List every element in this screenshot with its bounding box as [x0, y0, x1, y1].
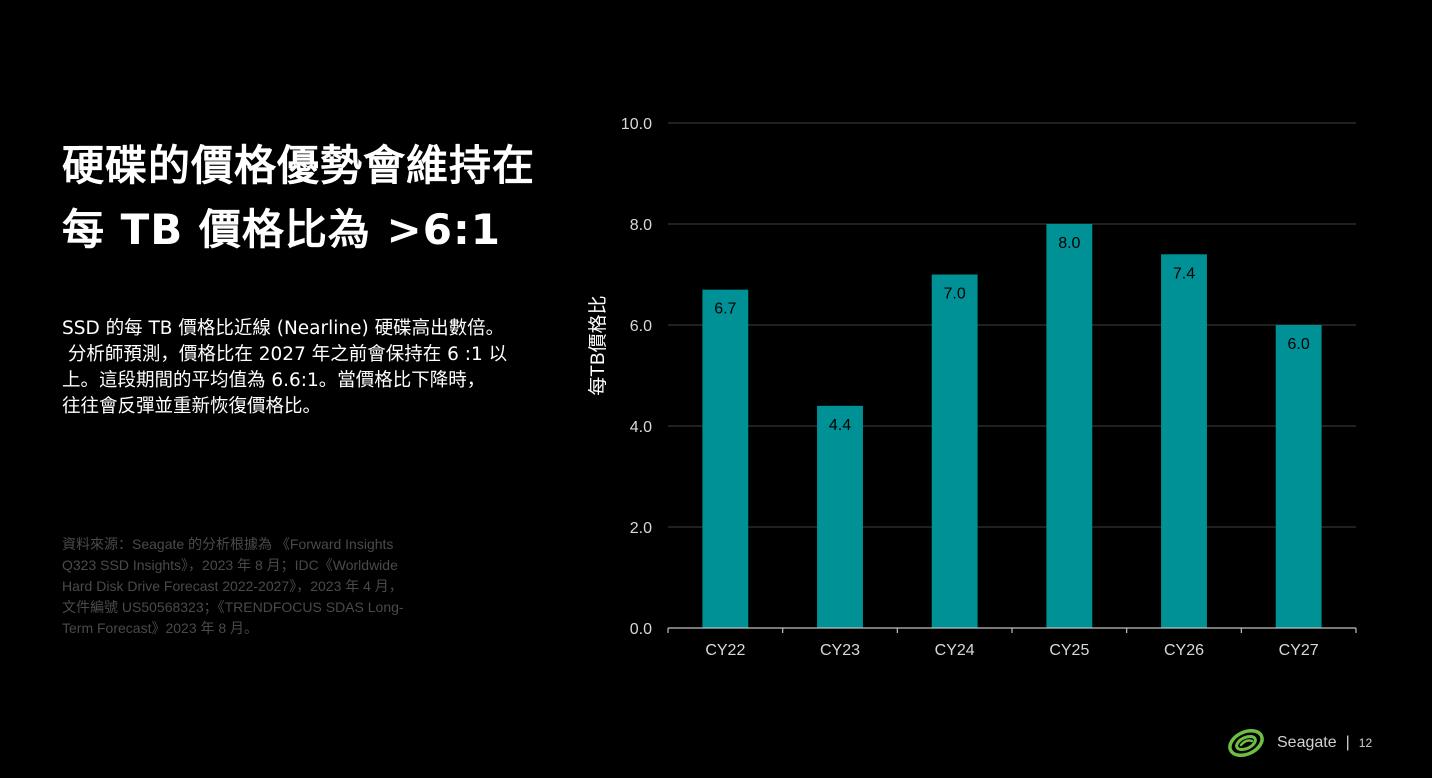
gridlines: [668, 122, 1356, 528]
page-number: 12: [1358, 736, 1373, 750]
x-tick-label: CY27: [1279, 642, 1319, 659]
y-tick-label: 4.0: [630, 419, 652, 436]
footer: Seagate | 12: [1226, 726, 1372, 760]
slide-title: 硬碟的價格優勢會維持在 每 TB 價格比為 >6:1: [62, 134, 582, 262]
body-line: 往往會反彈並重新恢復價格比。: [62, 396, 322, 417]
body-line: 分析師預測，價格比在 2027 年之前會保持在 6 :1 以: [62, 344, 508, 365]
x-tick-label: CY24: [935, 642, 975, 659]
labels: 0.0 2.0 4.0 6.0 8.0 10.0 6.7 CY22 4.4 CY23 7.0 CY24…: [587, 116, 1319, 659]
axes: [667, 627, 1357, 633]
y-axis-title: 每TB價格比: [587, 295, 609, 395]
bar: [702, 289, 749, 628]
source-note: 資料來源：Seagate 的分析根據為 《Forward Insights Q3…: [62, 534, 462, 639]
title-line-1: 硬碟的價格優勢會維持在: [62, 141, 536, 190]
data-label: 6.0: [1288, 336, 1310, 353]
source-line: Term Forecast》2023 年 8 月。: [62, 620, 259, 636]
bar: [1275, 325, 1322, 628]
data-label: 7.0: [944, 286, 966, 303]
data-label: 7.4: [1173, 265, 1195, 282]
y-tick-label: 8.0: [630, 217, 652, 234]
data-label: 4.4: [829, 417, 851, 434]
bar: [1046, 224, 1093, 628]
x-tick-label: CY26: [1164, 642, 1204, 659]
source-line: Hard Disk Drive Forecast 2022-2027》，2023…: [62, 578, 403, 594]
title-line-2: 每 TB 價格比為 >6:1: [62, 205, 501, 254]
bars: [702, 224, 1322, 629]
source-line: 文件編號 US50568323；《TRENDFOCUS SDAS Long-: [62, 599, 404, 615]
footer-separator: |: [1345, 734, 1350, 751]
x-tick-label: CY23: [820, 642, 860, 659]
body-paragraph: SSD 的每 TB 價格比近線 (Nearline) 硬碟高出數倍。 分析師預測…: [62, 316, 562, 420]
y-tick-label: 10.0: [621, 116, 652, 133]
y-tick-label: 6.0: [630, 318, 652, 335]
bar: [931, 274, 978, 628]
body-line: 上。這段期間的平均值為 6.6:1。當價格比下降時，: [62, 370, 486, 391]
source-line: 資料來源：Seagate 的分析根據為 《Forward Insights: [62, 536, 394, 552]
bar-chart: 0.0 2.0 4.0 6.0 8.0 10.0 6.7 CY22 4.4 CY23 7.0 CY24…: [587, 116, 1357, 659]
data-label: 6.7: [714, 301, 736, 318]
y-tick-label: 2.0: [630, 520, 652, 537]
y-tick-label: 0.0: [630, 621, 652, 638]
x-tick-label: CY22: [705, 642, 745, 659]
bar: [1161, 254, 1207, 629]
seagate-swirl-icon: [1228, 728, 1264, 758]
x-tick-label: CY25: [1049, 642, 1089, 659]
data-label: 8.0: [1058, 235, 1080, 252]
bar: [817, 405, 863, 628]
source-line: Q323 SSD Insights》，2023 年 8 月；IDC《Worldw…: [62, 557, 398, 573]
brand-name: Seagate: [1277, 734, 1337, 751]
body-line: SSD 的每 TB 價格比近線 (Nearline) 硬碟高出數倍。: [62, 318, 505, 339]
